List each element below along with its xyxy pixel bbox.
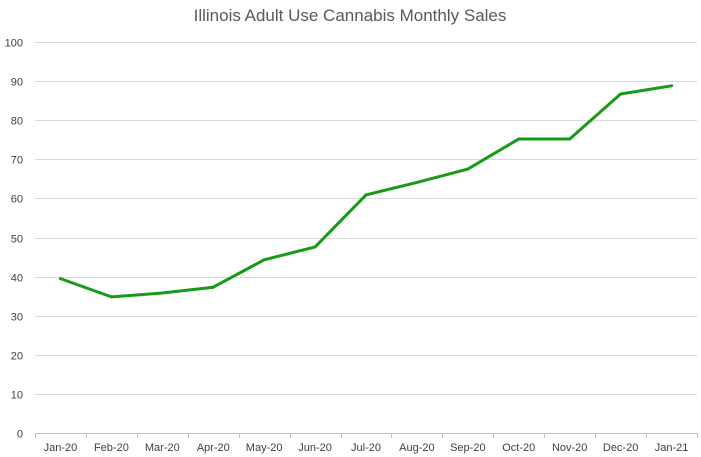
x-tick-label: May-20: [246, 442, 283, 454]
series-line-0: [59, 84, 673, 299]
data-point: [364, 193, 368, 197]
chart-title: Illinois Adult Use Cannabis Monthly Sale…: [194, 6, 507, 25]
y-tick-label: 50: [11, 234, 23, 246]
x-tick-label: Apr-20: [197, 442, 230, 454]
x-tick-label: Oct-20: [502, 442, 535, 454]
y-tick-label: 20: [11, 351, 23, 363]
data-point: [211, 285, 215, 289]
y-tick-label: 10: [11, 390, 23, 402]
x-tick-label: Jan-20: [44, 442, 78, 454]
x-tick-label: Dec-20: [603, 442, 638, 454]
y-tick-label: 40: [11, 273, 23, 285]
y-tick-label: 60: [11, 194, 23, 206]
x-tick-label: Nov-20: [552, 442, 587, 454]
data-point: [619, 92, 623, 96]
x-tick-label: Sep-20: [450, 442, 485, 454]
y-tick-label: 100: [5, 38, 23, 50]
data-point: [262, 258, 266, 262]
y-tick-label: 80: [11, 116, 23, 128]
data-point: [517, 137, 521, 141]
x-axis: Jan-20 Feb-20 Mar-20 Apr-20 May-20 Jun-20 Jul-…: [35, 433, 698, 454]
data-point: [109, 295, 113, 299]
y-tick-label: 30: [11, 312, 23, 324]
y-tick-label: 70: [11, 155, 23, 167]
x-tick-label: Mar-20: [145, 442, 180, 454]
y-tick-label: 90: [11, 77, 23, 89]
y-axis: 0 10 20 30 40 50 60 70 80 90 100: [5, 38, 23, 441]
data-point: [568, 137, 572, 141]
gridlines: [35, 42, 697, 395]
x-tick-label: Aug-20: [399, 442, 434, 454]
x-tick-label: Feb-20: [94, 442, 129, 454]
data-point: [160, 291, 164, 295]
data-point: [670, 84, 673, 88]
data-point: [59, 277, 62, 281]
x-tick-label: Jul-20: [351, 442, 381, 454]
data-point: [466, 167, 470, 171]
series-layer: [59, 84, 673, 299]
data-point: [415, 180, 419, 184]
x-tick-label: Jun-20: [298, 442, 332, 454]
y-tick-label: 0: [17, 429, 23, 441]
data-point: [313, 245, 317, 249]
x-tick-label: Jan-21: [655, 442, 689, 454]
